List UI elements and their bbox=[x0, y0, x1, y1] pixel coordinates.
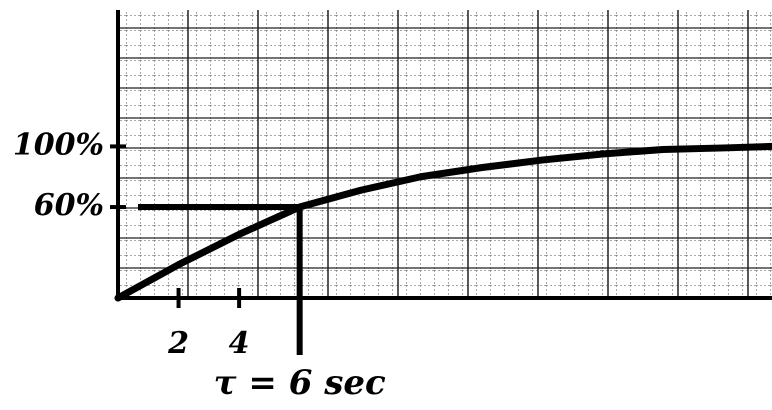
y-tick-label: 60% bbox=[34, 188, 104, 223]
annotation-text: τ = 6 sec bbox=[214, 363, 386, 403]
curve bbox=[114, 142, 772, 302]
x-tick-label: 4 bbox=[229, 326, 250, 361]
x-tick-label: 2 bbox=[167, 326, 189, 361]
y-tick-label: 100% bbox=[13, 127, 104, 162]
grid-paper bbox=[118, 10, 772, 298]
